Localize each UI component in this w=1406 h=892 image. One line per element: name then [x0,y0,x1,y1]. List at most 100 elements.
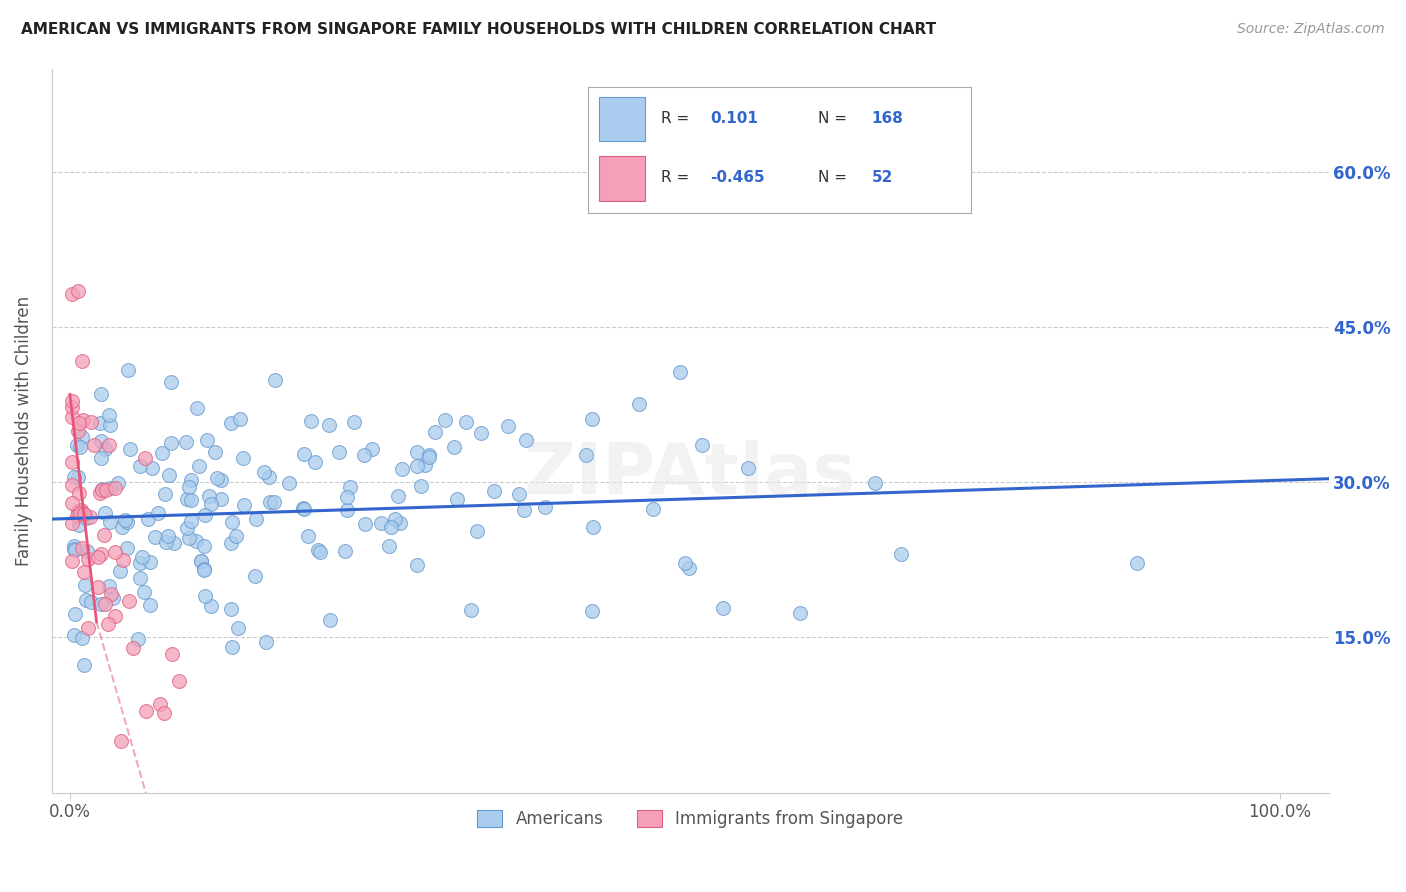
Point [121,641,143,656]
Point [65,607,87,621]
Point [98,515,121,529]
Point [180,514,202,528]
Point [72,413,94,427]
Point [150,446,173,460]
Point [678,560,700,574]
Point [319,613,342,627]
Point [89,485,111,500]
Point [117,362,139,376]
Point [60,496,83,510]
Point [136,512,159,526]
Point [205,470,228,484]
Point [232,450,254,465]
Point [711,601,734,615]
Point [384,512,406,526]
Point [318,417,340,432]
Point [114,513,136,527]
Point [60,393,83,408]
Point [190,554,212,568]
Point [156,529,179,543]
Point [149,697,172,711]
Point [336,502,359,516]
Point [62,541,84,556]
Point [254,634,277,648]
Point [94,442,117,456]
Point [190,554,212,568]
Point [219,536,242,550]
Point [890,547,912,561]
Point [104,545,127,559]
Point [73,658,96,673]
Point [104,481,127,495]
Point [200,497,222,511]
Point [73,507,96,521]
Point [446,491,468,506]
Point [135,704,157,718]
Point [60,455,83,469]
Point [80,595,103,609]
Point [93,528,115,542]
Point [184,534,207,549]
Point [94,483,117,498]
Point [581,411,603,425]
Point [63,542,86,557]
Point [225,529,247,543]
Point [107,476,129,491]
Point [60,516,83,531]
Point [97,617,120,632]
Point [87,580,110,594]
Point [789,606,811,620]
Point [111,553,134,567]
Point [155,535,177,549]
Point [60,401,83,415]
Point [129,571,152,585]
Point [157,467,180,482]
Point [118,594,141,608]
Point [259,495,281,509]
Point [465,524,488,538]
Point [67,416,90,430]
Point [69,440,91,454]
Point [433,413,456,427]
Point [292,447,315,461]
Point [131,549,153,564]
Text: ZIPAtlas: ZIPAtlas [524,440,856,508]
Point [153,487,176,501]
Point [73,565,96,579]
Point [406,558,429,573]
Point [67,424,90,438]
Point [98,409,121,423]
Point [863,476,886,491]
Point [90,597,112,611]
Point [141,461,163,475]
Point [66,469,89,483]
Point [259,470,281,484]
Point [496,419,519,434]
Point [69,502,91,516]
Point [470,425,492,440]
Point [221,515,243,529]
Point [582,519,605,533]
Point [278,475,301,490]
Point [387,489,409,503]
Point [309,545,332,559]
Point [292,501,315,516]
Point [67,518,90,533]
Point [66,437,89,451]
Point [132,584,155,599]
Point [180,492,202,507]
Point [115,541,138,555]
Point [80,415,103,429]
Point [90,451,112,466]
Point [195,433,218,447]
Point [333,543,356,558]
Point [91,483,114,497]
Point [380,520,402,534]
Point [641,501,664,516]
Point [103,591,125,605]
Point [200,599,222,614]
Point [513,502,536,516]
Point [104,609,127,624]
Point [167,673,190,688]
Point [179,532,201,546]
